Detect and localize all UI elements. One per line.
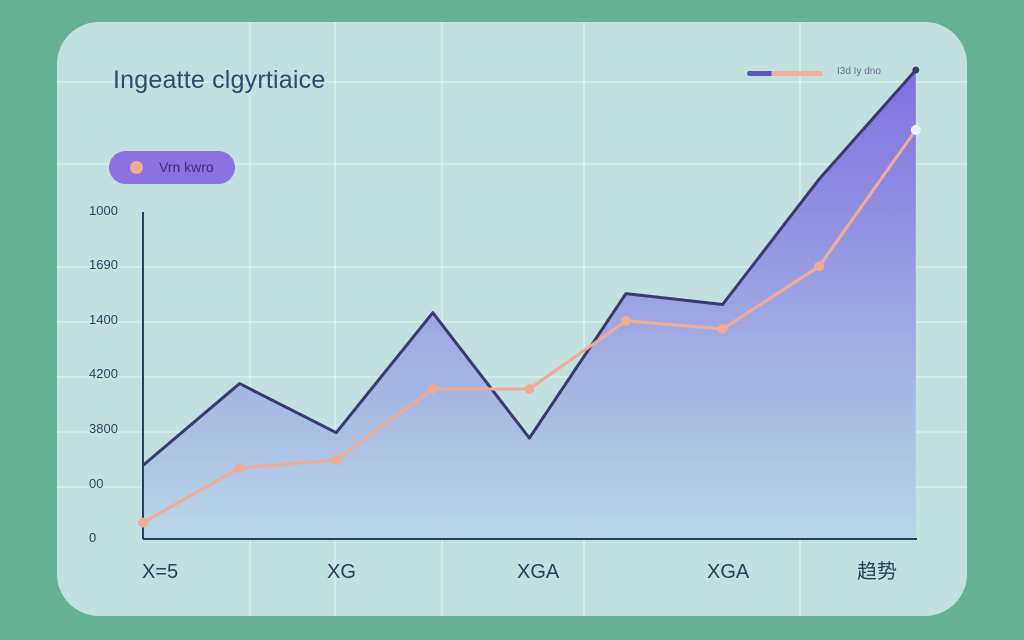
filter-badge-label: Vrn kwro — [159, 159, 214, 175]
line-series-point — [427, 384, 438, 395]
y-tick-label: 1000 — [89, 203, 118, 218]
line-series-point — [717, 324, 728, 335]
line-series-point — [234, 463, 245, 474]
filter-badge[interactable]: Vrn kwro — [109, 151, 235, 184]
dot-icon — [130, 161, 143, 174]
y-tick-label: 1690 — [89, 257, 118, 272]
x-tick-label: 趋势 — [857, 560, 897, 583]
area-series-line — [142, 69, 917, 467]
y-tick-label: 1400 — [89, 312, 118, 327]
chart-title: Ingeatte clgyrtiaice — [113, 66, 326, 94]
area-series-point — [912, 66, 920, 74]
line-series-point — [524, 384, 535, 395]
chart-card: 0 00 3800 4200 1400 1690 1000 X=5 XG XGA XGA 趋势 Ing… — [57, 22, 967, 616]
area-fill — [143, 70, 916, 539]
line-series-point — [331, 454, 342, 465]
x-tick-label: XGA — [707, 561, 750, 583]
line-series-point — [621, 315, 631, 326]
line-series-point — [910, 124, 921, 135]
y-tick-label: 00 — [89, 476, 103, 491]
y-tick-label: 0 — [89, 530, 96, 545]
line-series-point — [814, 261, 825, 272]
y-tick-label: 3800 — [89, 421, 118, 436]
line-series-point — [138, 517, 148, 528]
x-tick-label: X=5 — [142, 561, 178, 583]
legend-label: I3d Iy dno — [837, 66, 881, 77]
legend: I3d Iy dno — [747, 66, 927, 82]
y-tick-label: 4200 — [89, 366, 118, 381]
x-tick-label: XGA — [517, 561, 560, 583]
legend-swatch — [747, 71, 823, 76]
x-tick-label: XG — [327, 561, 356, 583]
